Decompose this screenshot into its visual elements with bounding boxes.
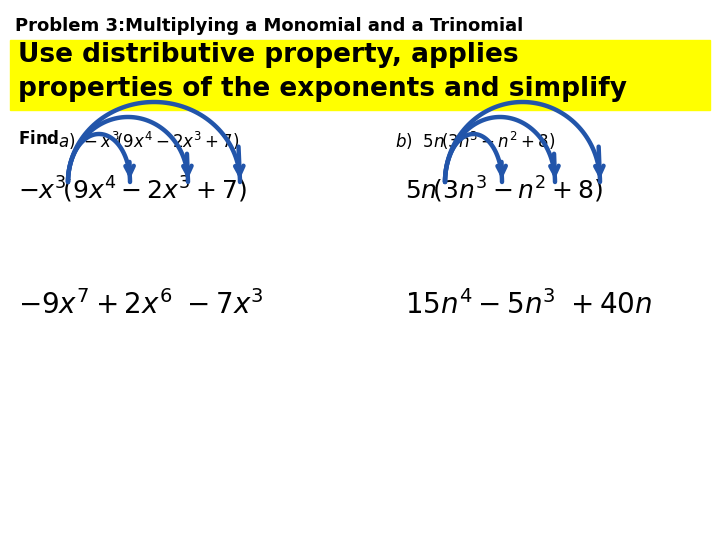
Text: $-x^3\!\left(9x^4-2x^3+7\right)$: $-x^3\!\left(9x^4-2x^3+7\right)$ [18,175,247,205]
Text: $\mathbf{Find}\ $: $\mathbf{Find}\ $ [18,130,59,148]
Text: $b)\ \ 5n\!\left(3n^3-n^2+8\right)$: $b)\ \ 5n\!\left(3n^3-n^2+8\right)$ [395,130,555,152]
Text: $5n\!\left(3n^3-n^2+8\right)$: $5n\!\left(3n^3-n^2+8\right)$ [405,175,603,205]
Text: Use distributive property, applies: Use distributive property, applies [18,42,518,68]
FancyBboxPatch shape [10,40,710,110]
Text: $15n^4-5n^3\ +40n$: $15n^4-5n^3\ +40n$ [405,290,652,320]
Text: properties of the exponents and simplify: properties of the exponents and simplify [18,76,627,102]
Text: $a)\ -x^3\!\left(9x^4-2x^3+7\right)$: $a)\ -x^3\!\left(9x^4-2x^3+7\right)$ [58,130,240,152]
Text: Problem 3:Multiplying a Monomial and a Trinomial: Problem 3:Multiplying a Monomial and a T… [15,17,523,35]
Text: $-9x^7+2x^6\ -7x^3$: $-9x^7+2x^6\ -7x^3$ [18,290,264,320]
